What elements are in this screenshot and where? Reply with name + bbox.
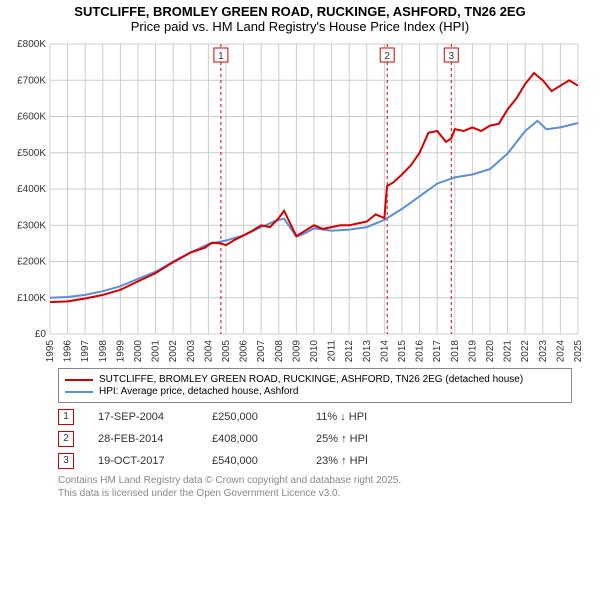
event-date: 28-FEB-2014 <box>98 433 188 445</box>
event-row: 1 17-SEP-2004 £250,000 11% ↓ HPI <box>58 409 572 425</box>
legend-swatch <box>65 379 93 381</box>
svg-text:2022: 2022 <box>520 340 531 363</box>
event-row: 2 28-FEB-2014 £408,000 25% ↑ HPI <box>58 431 572 447</box>
svg-text:2006: 2006 <box>239 340 250 363</box>
event-marker: 3 <box>58 453 74 469</box>
svg-text:£800K: £800K <box>17 39 46 50</box>
svg-text:2021: 2021 <box>503 340 514 363</box>
svg-text:1999: 1999 <box>115 340 126 363</box>
svg-text:2001: 2001 <box>151 340 162 363</box>
svg-text:£100K: £100K <box>17 293 46 304</box>
license-line2: This data is licensed under the Open Gov… <box>58 488 572 501</box>
svg-text:£600K: £600K <box>17 112 46 123</box>
svg-text:£300K: £300K <box>17 220 46 231</box>
svg-text:£500K: £500K <box>17 148 46 159</box>
svg-text:£400K: £400K <box>17 184 46 195</box>
svg-text:2016: 2016 <box>415 340 426 363</box>
svg-text:2003: 2003 <box>186 340 197 363</box>
svg-text:2008: 2008 <box>274 340 285 363</box>
legend-label: SUTCLIFFE, BROMLEY GREEN ROAD, RUCKINGE,… <box>99 374 523 385</box>
event-pct: 23% ↑ HPI <box>316 455 406 467</box>
chart-container: £0 £100K £200K £300K £400K £500K £600K £700K £80… <box>8 34 592 364</box>
svg-text:2009: 2009 <box>291 340 302 363</box>
svg-text:2007: 2007 <box>256 340 267 363</box>
svg-text:£0: £0 <box>35 329 47 340</box>
svg-text:2: 2 <box>384 51 390 62</box>
license-line1: Contains HM Land Registry data © Crown c… <box>58 475 572 488</box>
svg-text:£700K: £700K <box>17 75 46 86</box>
event-row: 3 19-OCT-2017 £540,000 23% ↑ HPI <box>58 453 572 469</box>
line-chart: £0 £100K £200K £300K £400K £500K £600K £700K £80… <box>8 34 592 364</box>
event-price: £540,000 <box>212 455 292 467</box>
legend-item: HPI: Average price, detached house, Ashf… <box>65 386 565 397</box>
svg-text:2023: 2023 <box>538 340 549 363</box>
chart-titles: SUTCLIFFE, BROMLEY GREEN ROAD, RUCKINGE,… <box>8 4 592 34</box>
event-pct: 25% ↑ HPI <box>316 433 406 445</box>
legend-swatch <box>65 391 93 393</box>
event-marker: 2 <box>58 431 74 447</box>
event-price: £250,000 <box>212 411 292 423</box>
event-price: £408,000 <box>212 433 292 445</box>
svg-text:£200K: £200K <box>17 257 46 268</box>
license-text: Contains HM Land Registry data © Crown c… <box>58 475 572 500</box>
event-pct: 11% ↓ HPI <box>316 411 406 423</box>
svg-text:2012: 2012 <box>344 340 355 363</box>
svg-text:2025: 2025 <box>573 340 584 363</box>
svg-text:1: 1 <box>218 51 224 62</box>
chart-title-line2: Price paid vs. HM Land Registry's House … <box>8 19 592 34</box>
svg-text:2024: 2024 <box>555 340 566 363</box>
svg-text:2013: 2013 <box>362 340 373 363</box>
svg-text:2005: 2005 <box>221 340 232 363</box>
svg-text:2004: 2004 <box>203 340 214 363</box>
svg-text:2010: 2010 <box>309 340 320 363</box>
svg-text:2000: 2000 <box>133 340 144 363</box>
legend-item: SUTCLIFFE, BROMLEY GREEN ROAD, RUCKINGE,… <box>65 374 565 385</box>
svg-text:3: 3 <box>448 51 454 62</box>
svg-text:1995: 1995 <box>45 340 56 363</box>
legend-label: HPI: Average price, detached house, Ashf… <box>99 386 298 397</box>
svg-text:2019: 2019 <box>467 340 478 363</box>
event-marker: 1 <box>58 409 74 425</box>
svg-text:1998: 1998 <box>98 340 109 363</box>
svg-text:2011: 2011 <box>327 340 338 362</box>
svg-text:2015: 2015 <box>397 340 408 363</box>
event-date: 17-SEP-2004 <box>98 411 188 423</box>
svg-text:2014: 2014 <box>379 340 390 363</box>
chart-title-line1: SUTCLIFFE, BROMLEY GREEN ROAD, RUCKINGE,… <box>8 4 592 19</box>
svg-text:2020: 2020 <box>485 340 496 363</box>
svg-text:2018: 2018 <box>450 340 461 363</box>
events-table: 1 17-SEP-2004 £250,000 11% ↓ HPI 2 28-FEB-201… <box>58 409 572 469</box>
svg-text:1996: 1996 <box>63 340 74 363</box>
event-date: 19-OCT-2017 <box>98 455 188 467</box>
legend: SUTCLIFFE, BROMLEY GREEN ROAD, RUCKINGE,… <box>58 368 572 403</box>
svg-text:2002: 2002 <box>168 340 179 363</box>
svg-text:1997: 1997 <box>80 340 91 363</box>
svg-text:2017: 2017 <box>432 340 443 363</box>
